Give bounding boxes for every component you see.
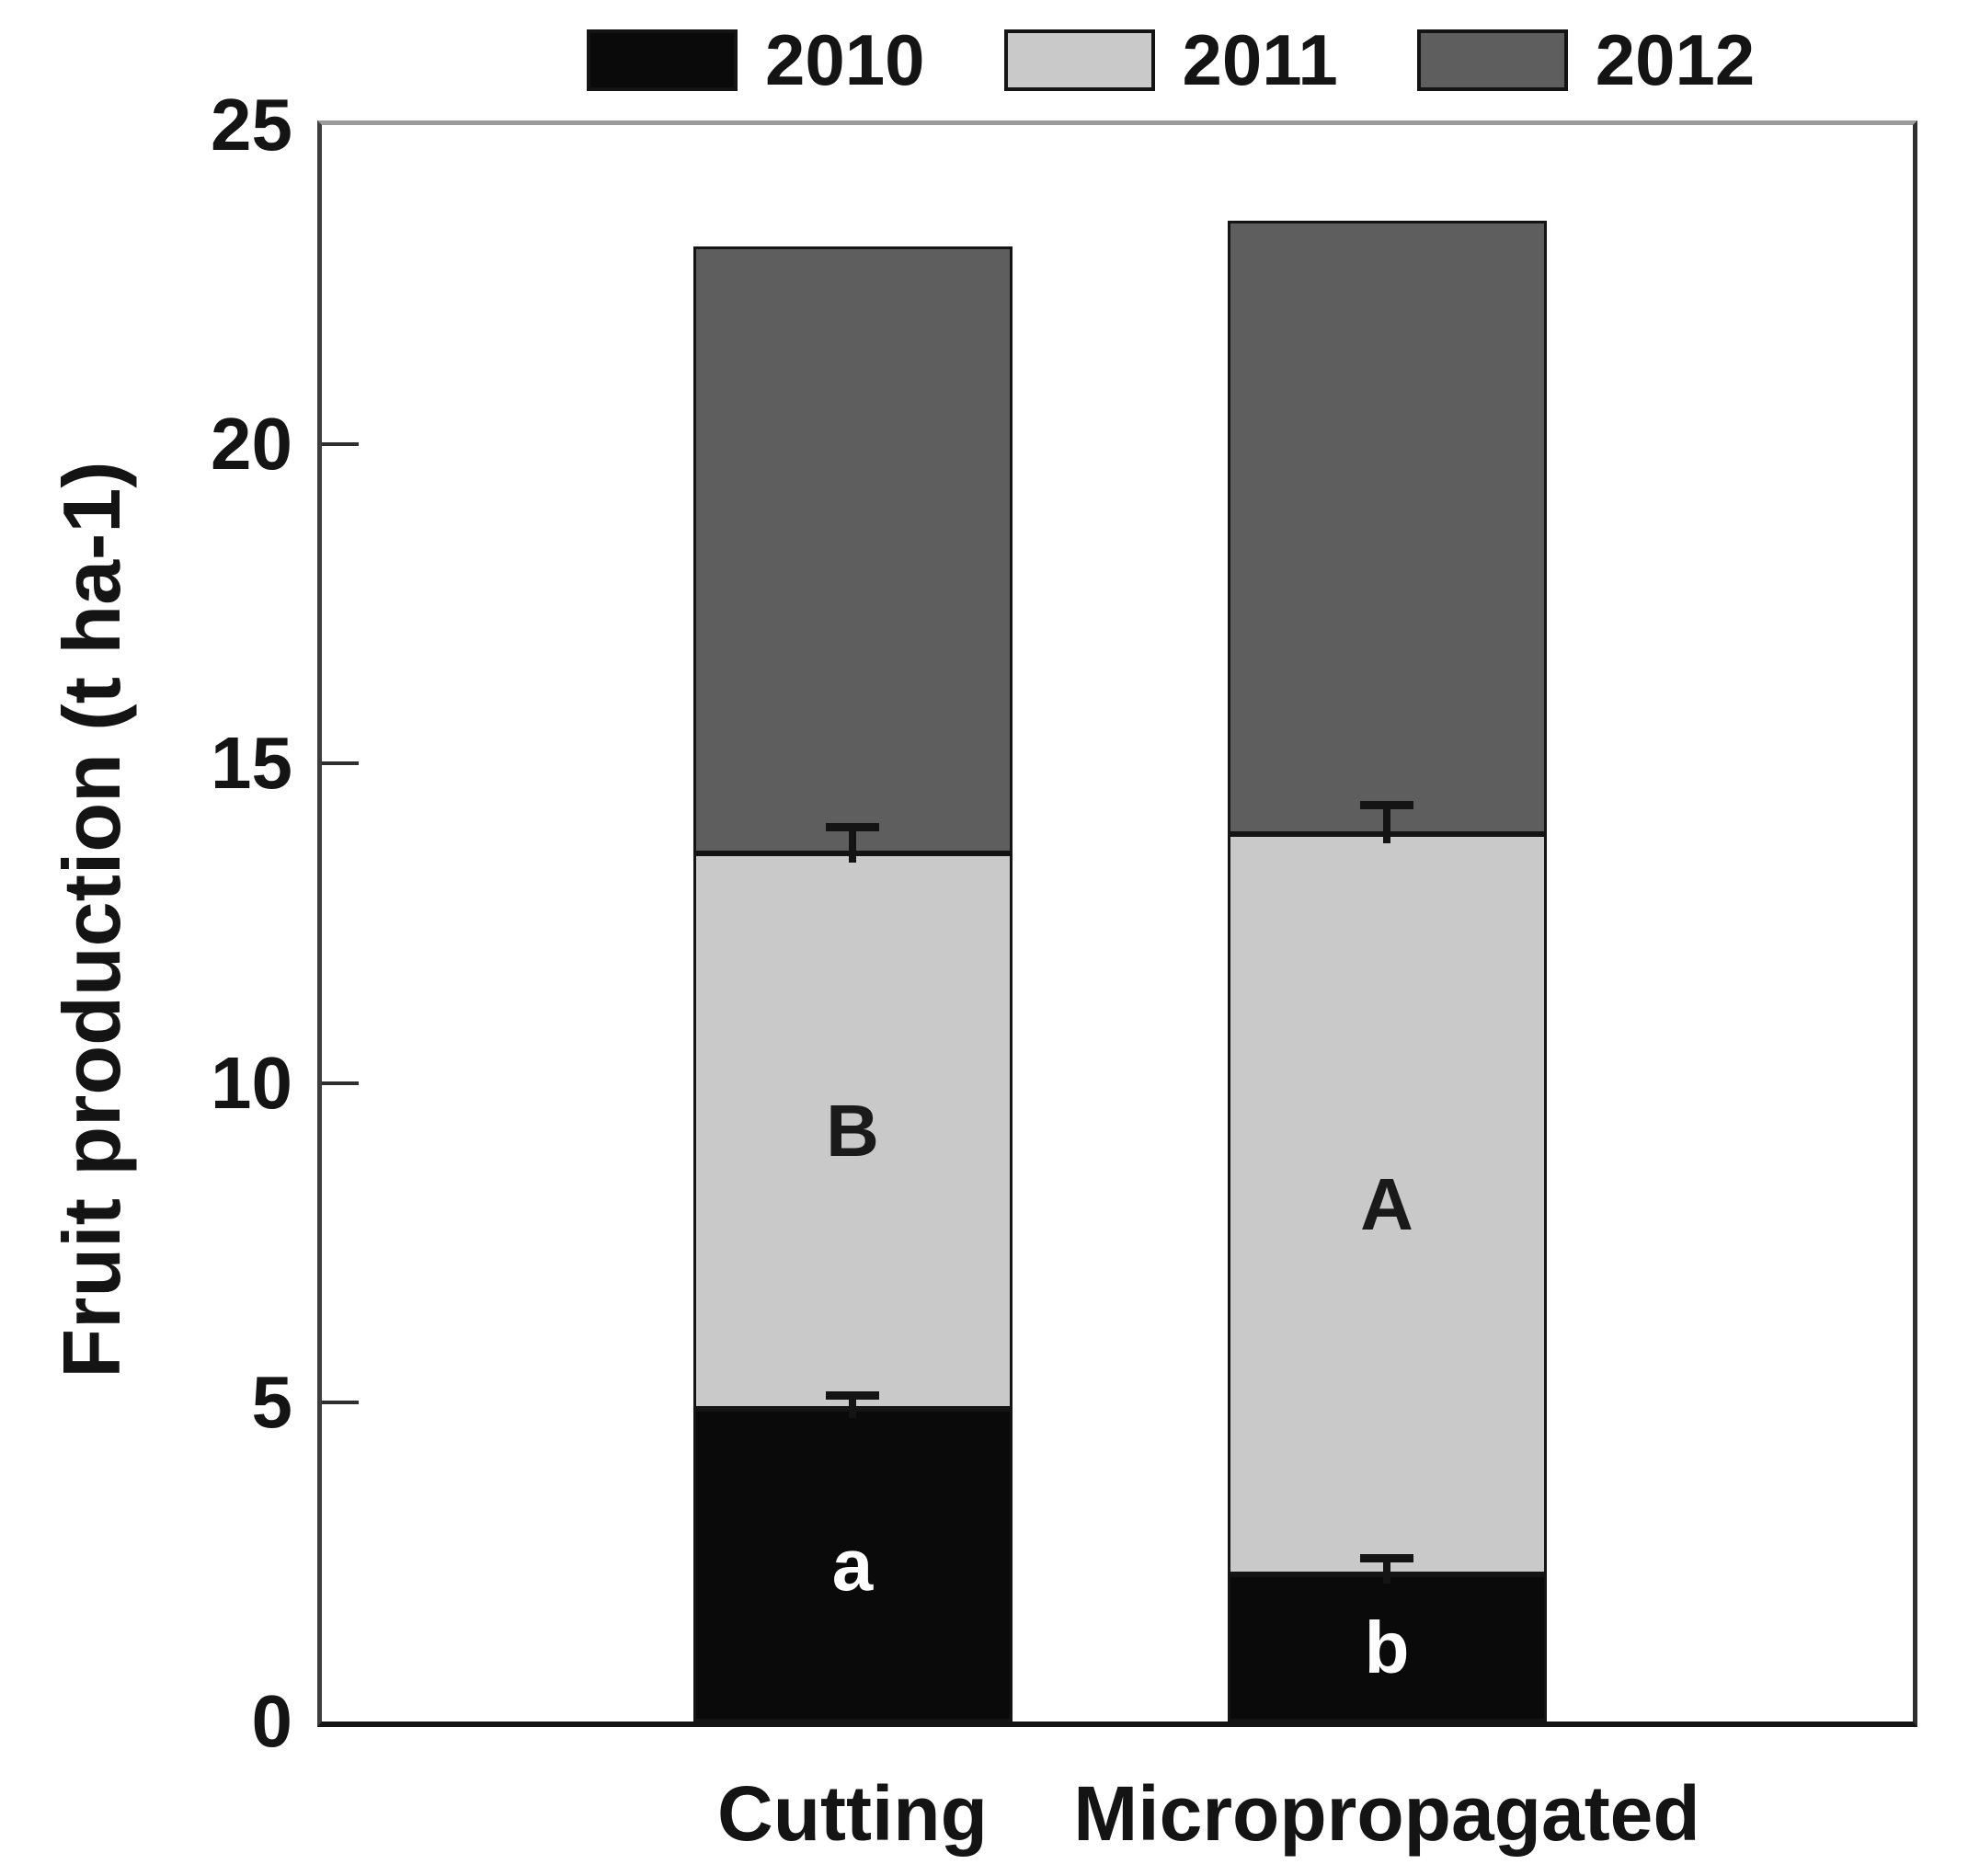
x-category-label-cutting: Cutting	[717, 1770, 988, 1857]
y-tick-mark-5	[322, 1400, 359, 1404]
error-bar-stem-micropropagated-2011	[1383, 805, 1390, 843]
legend-label-2011: 2011	[1182, 19, 1338, 100]
y-tick-mark-15	[322, 761, 359, 766]
significance-letter-b: b	[1364, 1607, 1410, 1689]
significance-letter-B: B	[826, 1089, 879, 1172]
y-tick-mark-10	[322, 1081, 359, 1085]
x-category-label-micropropagated: Micropropagated	[1073, 1770, 1700, 1857]
bar-cutting-segment-2010: a	[692, 1408, 1013, 1722]
y-tick-label-0: 0	[251, 1680, 293, 1762]
error-bar-cap-cutting-2011	[826, 822, 879, 831]
y-tick-label-20: 20	[211, 403, 292, 486]
bar-micropropagated-segment-2010: b	[1227, 1574, 1547, 1722]
legend-label-2012: 2012	[1595, 19, 1756, 100]
legend-item-2012: 2012	[1416, 19, 1756, 100]
error-bar-stem-cutting-2010	[849, 1395, 856, 1418]
legend-label-2010: 2010	[765, 19, 925, 100]
error-bar-cap-cutting-2010	[826, 1390, 879, 1400]
y-tick-label-5: 5	[251, 1360, 293, 1443]
y-tick-label-25: 25	[211, 84, 292, 166]
legend-swatch-2012	[1416, 29, 1568, 91]
y-axis-title: Fruit production (t ha-1)	[46, 461, 137, 1378]
y-tick-mark-20	[322, 442, 359, 447]
bar-cutting-segment-2011: B	[692, 852, 1013, 1409]
bar-micropropagated-segment-2011: A	[1227, 833, 1547, 1575]
error-bar-stem-cutting-2011	[849, 827, 856, 863]
y-tick-label-10: 10	[211, 1041, 292, 1124]
error-bar-stem-micropropagated-2010	[1383, 1558, 1390, 1584]
legend-swatch-2011	[1003, 29, 1155, 91]
legend-item-2011: 2011	[1003, 19, 1338, 100]
significance-letter-A: A	[1360, 1162, 1413, 1245]
bar-cutting-segment-2012	[692, 246, 1013, 853]
legend-item-2010: 2010	[587, 19, 925, 100]
significance-letter-a: a	[831, 1523, 874, 1606]
legend-swatch-2010	[587, 29, 738, 91]
error-bar-cap-micropropagated-2010	[1360, 1553, 1413, 1562]
legend: 2010 2011 2012	[587, 19, 1756, 100]
y-tick-label-15: 15	[211, 722, 292, 805]
error-bar-cap-micropropagated-2011	[1360, 800, 1413, 809]
bar-micropropagated-segment-2012	[1227, 221, 1547, 834]
